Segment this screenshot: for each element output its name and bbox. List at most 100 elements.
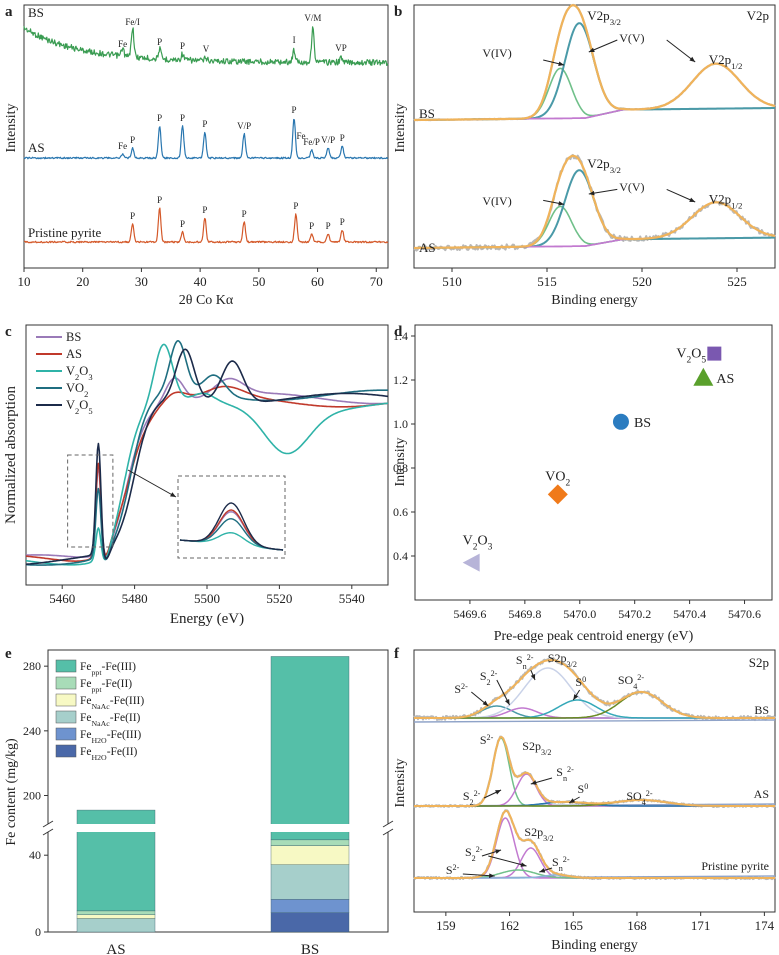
y-tick-label: 0.6	[393, 505, 408, 519]
background-line	[414, 107, 775, 121]
peak-label: P	[130, 135, 135, 145]
legend-label: V2O5	[66, 398, 93, 416]
peak-label: P	[340, 133, 345, 143]
peak-label: S2-	[480, 733, 494, 748]
point-label: V2O5	[676, 347, 706, 366]
fit-envelope	[414, 809, 775, 879]
bar-segment	[270, 656, 350, 841]
marker-v2o3	[462, 553, 480, 572]
sample-label: AS	[28, 140, 45, 155]
v4-component	[414, 67, 775, 121]
x-tick-label: 5469.6	[453, 607, 486, 621]
fit-envelope	[414, 659, 775, 719]
bar-segment	[270, 845, 350, 865]
inset-box	[177, 475, 286, 559]
x-tick-label: 5469.8	[508, 607, 541, 621]
peak-label: Fe	[297, 131, 306, 141]
peak-label: SO42-	[618, 673, 645, 691]
x-axis-title: 2θ Co Kα	[179, 293, 234, 308]
peak-label: I	[293, 35, 296, 45]
x-tick-label: 5540	[339, 591, 365, 606]
legend-label: Feppt-Fe(III)	[80, 661, 136, 677]
peak-label: P	[180, 41, 185, 51]
peak-label: P	[157, 113, 162, 123]
peak-label: Fe	[118, 39, 127, 49]
legend-swatch	[55, 710, 77, 724]
x-tick-label: 10	[18, 274, 31, 289]
arrow-head	[530, 780, 537, 785]
marker-vo2	[547, 484, 568, 505]
point-label: AS	[716, 372, 734, 387]
panel-e: e 0 40 200 240 280 Fe content (mg/kg) AS BS Feppt…	[4, 646, 396, 955]
inset-pointer-head	[170, 492, 176, 497]
x-tick-label: 5520	[266, 591, 292, 606]
plot-frame	[23, 4, 389, 269]
x-tick-label: 520	[632, 274, 652, 289]
bar-segment	[270, 912, 350, 933]
peak-label: P	[157, 37, 162, 47]
bar-segment	[76, 914, 156, 919]
y-tick-label: 0.8	[393, 461, 408, 475]
peak-label: V2p1/2	[709, 52, 743, 71]
peak-label: V(V)	[619, 180, 644, 194]
peak-label: S22-	[480, 669, 498, 687]
panel-d: d 5469.6 5469.8 5470.0 5470.2 5470.4 5470.6 0.4…	[393, 324, 773, 644]
sample-label: BS	[419, 106, 435, 121]
peak-label: V/P	[237, 121, 251, 131]
arrow-head	[689, 197, 696, 202]
peak-label: Fe/I	[125, 17, 140, 27]
x-tick-label: 30	[135, 274, 148, 289]
marker-as	[693, 367, 714, 386]
panel-letter: a	[5, 4, 13, 20]
peak-label: S2-	[446, 863, 460, 878]
legend-swatch	[55, 744, 77, 758]
sample-label: Pristine pyrite	[701, 859, 769, 873]
point-label: BS	[634, 416, 651, 431]
fit-envelope	[414, 154, 776, 250]
legend-swatch	[55, 727, 77, 741]
peak-label: V(V)	[619, 31, 644, 45]
panel-c: c 5460 5480 5500 5520 5540 Energy (eV) Normaliz…	[3, 324, 389, 627]
legend-label: FeNaAc-Fe(III)	[80, 695, 144, 711]
x-tick-label: 20	[76, 274, 89, 289]
panel-letter: d	[394, 324, 403, 340]
sample-label: AS	[419, 240, 436, 255]
legend-label: AS	[66, 347, 82, 361]
peak-label: V2p3/2	[587, 8, 621, 27]
peak-label: V(IV)	[482, 194, 511, 208]
peak-label: Sn2-	[516, 653, 534, 671]
arrow-head	[539, 868, 546, 873]
peak-label: P	[242, 209, 247, 219]
panel-letter: c	[5, 324, 12, 340]
xanes-curve-v2o3	[25, 343, 389, 566]
legend-label: FeH2O-Fe(III)	[80, 729, 141, 745]
arrow-head	[482, 700, 489, 706]
plot-frame	[413, 4, 776, 269]
sample-label: Pristine pyrite	[28, 225, 102, 240]
x-axis-title: Energy (eV)	[170, 611, 244, 627]
x-tick-label: 40	[194, 274, 207, 289]
y-tick-label: 40	[29, 848, 41, 862]
panel-letter: b	[394, 4, 402, 20]
plot-frame	[414, 324, 773, 601]
panel-letter: f	[394, 646, 400, 662]
x-axis-title: Binding energy	[551, 938, 637, 953]
x-tick-label: 168	[627, 918, 647, 933]
y-axis-title: Fe content (mg/kg)	[4, 738, 19, 846]
y-tick-label: 0	[35, 925, 41, 939]
peak-label: S0	[575, 675, 586, 690]
x-tick-label: 5460	[49, 591, 75, 606]
fit-envelope	[414, 4, 776, 122]
x-tick-label: 5500	[194, 591, 220, 606]
y-axis-title: Intensity	[393, 759, 408, 808]
peak-label: P	[309, 221, 314, 231]
x-tick-label: 60	[311, 274, 324, 289]
bar-segment	[270, 899, 350, 913]
y-axis-title: Normalized absorption	[3, 386, 19, 524]
x-tick-label: 162	[500, 918, 520, 933]
y-tick-label: 240	[23, 724, 41, 738]
arrow-head	[530, 674, 536, 680]
point-label: VO2	[545, 469, 570, 488]
x-tick-label: 50	[252, 274, 265, 289]
